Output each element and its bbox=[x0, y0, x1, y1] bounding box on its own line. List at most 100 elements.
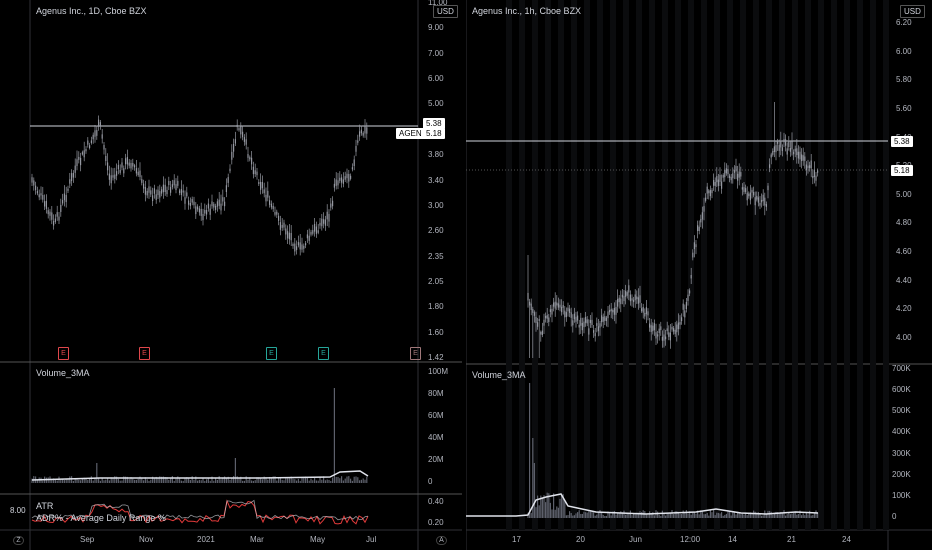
left-currency-badge[interactable]: USD bbox=[433, 5, 458, 18]
price-candle bbox=[786, 148, 788, 155]
price-candle bbox=[272, 205, 274, 209]
volume-bar bbox=[554, 509, 556, 518]
earnings-icon[interactable]: E bbox=[139, 347, 150, 360]
volume-bar bbox=[567, 514, 569, 518]
right-price-tick: 6.00 bbox=[896, 46, 912, 56]
volume-bar bbox=[195, 476, 197, 483]
price-candle bbox=[554, 301, 556, 309]
price-candle bbox=[588, 328, 590, 335]
earnings-icon[interactable]: E bbox=[266, 347, 277, 360]
atr-tick: 0.40 bbox=[428, 497, 444, 506]
price-candle bbox=[794, 148, 796, 152]
price-candle bbox=[92, 134, 94, 140]
volume-bar bbox=[222, 477, 224, 483]
atr-value: 8.00 bbox=[10, 506, 26, 515]
price-candle bbox=[804, 156, 806, 161]
price-candle bbox=[267, 190, 269, 198]
volume-bar bbox=[299, 480, 301, 483]
volume-bar bbox=[155, 476, 157, 483]
volume-bar bbox=[288, 478, 290, 483]
volume-bar bbox=[748, 512, 750, 518]
volume-bar bbox=[751, 513, 753, 518]
session-shading bbox=[870, 0, 876, 530]
price-candle bbox=[350, 175, 352, 179]
volume-bar bbox=[639, 511, 641, 518]
volume-bar bbox=[112, 478, 114, 483]
left-price-tick: 1.80 bbox=[428, 302, 444, 312]
price-candle bbox=[764, 197, 766, 206]
left-price-tick: 5.00 bbox=[428, 99, 444, 109]
price-candle bbox=[303, 245, 305, 249]
volume-bar bbox=[245, 476, 247, 483]
volume-bar bbox=[772, 514, 774, 518]
volume-bar bbox=[42, 480, 44, 483]
price-candle bbox=[40, 193, 42, 196]
session-shading bbox=[545, 0, 551, 530]
volume-bar bbox=[125, 476, 127, 483]
price-candle bbox=[162, 184, 164, 193]
price-candle bbox=[279, 222, 281, 230]
right-price-tick: 5.80 bbox=[896, 75, 912, 85]
log-scale-toggle[interactable]: Z bbox=[13, 536, 24, 545]
volume-bar bbox=[69, 476, 71, 483]
price-candle bbox=[175, 184, 177, 191]
price-candle bbox=[274, 212, 276, 215]
volume-bar bbox=[812, 515, 814, 518]
price-candle bbox=[359, 131, 361, 137]
price-candle bbox=[62, 200, 64, 204]
left-price-tick: 1.60 bbox=[428, 327, 444, 337]
price-candle bbox=[529, 301, 531, 306]
volume-bar bbox=[543, 495, 545, 518]
left-symbol-badge[interactable]: AGEN bbox=[396, 128, 425, 139]
price-candle bbox=[586, 319, 588, 324]
price-candle bbox=[305, 243, 307, 246]
price-candle bbox=[134, 165, 136, 168]
price-candle bbox=[623, 295, 625, 302]
volume-bar bbox=[685, 510, 687, 518]
price-candle bbox=[164, 184, 166, 193]
price-candle bbox=[593, 330, 595, 333]
price-candle bbox=[204, 210, 206, 214]
volume-bar bbox=[737, 511, 739, 518]
atr-title: ATR bbox=[36, 501, 54, 511]
volume-bar bbox=[796, 514, 798, 518]
price-candle bbox=[155, 194, 157, 200]
price-candle bbox=[777, 141, 779, 144]
price-candle bbox=[72, 172, 74, 178]
volume-bar bbox=[90, 476, 92, 483]
price-candle bbox=[546, 315, 548, 319]
volume-ma-line bbox=[31, 470, 369, 481]
price-candle bbox=[591, 319, 593, 326]
right-chart-title: Agenus Inc., 1h, Cboe BZX bbox=[472, 6, 582, 16]
volume-bar bbox=[551, 509, 553, 518]
price-candle bbox=[251, 157, 253, 165]
volume-bar bbox=[110, 477, 112, 483]
earnings-icon[interactable]: E bbox=[58, 347, 69, 360]
price-candle bbox=[713, 180, 715, 186]
left-price-tick: 2.35 bbox=[428, 251, 444, 261]
price-candle bbox=[589, 320, 591, 323]
volume-bar bbox=[585, 512, 587, 518]
price-candle bbox=[125, 158, 127, 165]
left-chart-pane[interactable]: Agenus Inc., 1D, Cboe BZX USD 11.00 9.00 7… bbox=[0, 0, 462, 550]
auto-scale-toggle[interactable]: A bbox=[436, 536, 447, 545]
volume-bar bbox=[249, 477, 251, 483]
price-candle bbox=[346, 173, 348, 179]
right-currency-badge[interactable]: USD bbox=[900, 5, 925, 18]
earnings-icon[interactable]: E bbox=[318, 347, 329, 360]
volume-bar bbox=[625, 514, 627, 518]
volume-bar bbox=[613, 510, 615, 518]
volume-bar bbox=[364, 479, 366, 483]
volume-bar bbox=[359, 480, 361, 483]
right-price-tick: 5.00 bbox=[896, 189, 912, 199]
price-candle bbox=[751, 189, 753, 193]
volume-bar bbox=[323, 476, 325, 483]
right-volume-tick: 500K bbox=[892, 406, 911, 416]
right-chart-pane[interactable]: Agenus Inc., 1h, Cboe BZX USD 6.20 6.00 5.… bbox=[466, 0, 932, 550]
adr-title: ADR% - Average Daily Range % bbox=[36, 513, 166, 523]
price-candle bbox=[753, 191, 755, 196]
price-candle bbox=[341, 177, 343, 183]
earnings-icon[interactable]: E bbox=[410, 347, 421, 360]
volume-bar bbox=[308, 480, 310, 483]
price-candle bbox=[721, 181, 723, 189]
